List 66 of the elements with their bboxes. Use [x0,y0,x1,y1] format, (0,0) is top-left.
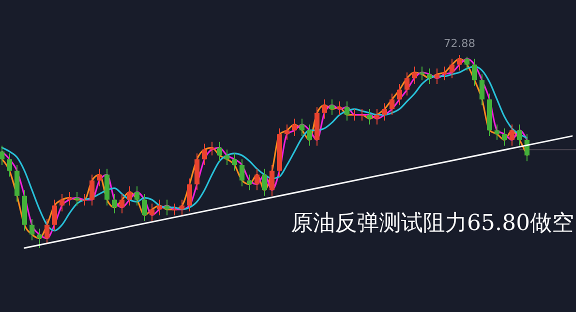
candlestick [284,124,290,140]
candlestick [172,203,177,216]
candlestick [44,218,50,245]
candlestick [464,56,470,71]
candlestick [450,58,454,79]
candlestick [7,152,12,178]
candlestick [150,203,154,222]
candlestick [67,192,72,206]
candlestick [434,68,440,84]
candlestick [374,108,380,125]
candlestick [480,74,484,106]
candlestick [307,124,312,146]
candlestick [292,118,297,137]
candlestick [247,174,252,191]
candlestick [37,228,42,248]
candlestick [187,178,192,212]
candlestick [217,141,222,162]
candlestick [322,98,327,120]
candlestick [344,100,350,122]
candlestick [232,152,237,172]
candlestick [82,193,87,206]
candlestick [142,193,147,222]
candlestick [254,168,260,191]
candlestick [442,66,447,81]
candlestick [210,141,214,156]
candlestick [112,193,117,214]
candlestick [60,193,64,212]
candlestick [90,174,94,206]
candlestick [120,193,124,214]
candlestick [164,199,170,216]
candlestick [30,218,34,241]
candlestick [502,128,507,146]
candlestick [127,186,132,206]
candlestick [524,134,530,162]
candlestick [390,93,394,116]
candlestick [270,164,274,196]
annotation: 原油反弹测试阻力65.80做空 [291,211,574,236]
candlestick [330,98,334,116]
candlestick [494,124,500,140]
candlestick [367,108,372,125]
candlestick [97,168,102,187]
candlestick [52,199,57,232]
candlestick [382,102,387,122]
candlestick [157,199,162,216]
candlestick [360,108,364,122]
candlestick [134,186,140,206]
candlestick [224,149,230,166]
candlestick [412,66,417,84]
candlestick [352,108,357,122]
candlestick [427,68,432,84]
candlestick [420,66,424,81]
candlestick [240,158,244,187]
candlestick [0,145,4,166]
candlestick [300,118,304,137]
candlestick [457,54,462,71]
candlestick [202,143,207,166]
candlestick [180,199,184,216]
candlestick [472,58,477,86]
candlestick [337,100,342,116]
candlestick [510,124,514,146]
candlestick [397,83,402,106]
candlestick [517,124,522,146]
candlestick [74,192,80,206]
candlestick [404,72,410,96]
candlestick [262,168,267,196]
annotation: 72.88 [444,37,476,50]
